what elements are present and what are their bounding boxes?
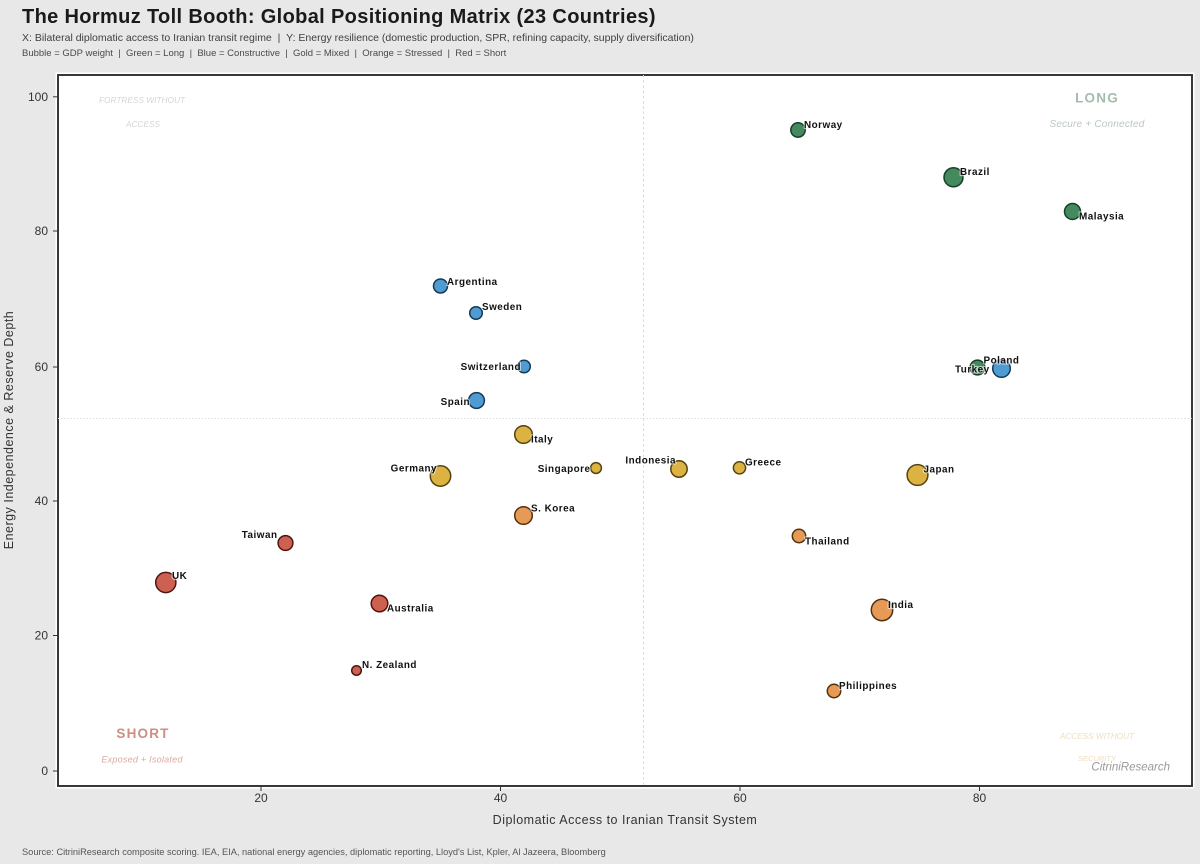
svg-text:60: 60: [35, 360, 49, 374]
svg-text:Secure + Connected: Secure + Connected: [1049, 119, 1144, 130]
svg-text:20: 20: [254, 791, 268, 805]
svg-text:LONG: LONG: [1075, 91, 1119, 106]
svg-text:ACCESS WITHOUT: ACCESS WITHOUT: [1059, 732, 1135, 741]
svg-text:Source: CitriniResearch compos: Source: CitriniResearch composite scorin…: [22, 847, 606, 857]
svg-text:Brazil: Brazil: [960, 167, 990, 178]
svg-text:Italy: Italy: [531, 435, 553, 446]
svg-text:Bubble = GDP weight | Green: Bubble = GDP weight | Green = Long | Blu…: [22, 48, 507, 59]
svg-text:Singapore: Singapore: [538, 464, 591, 475]
svg-text:CitriniResearch: CitriniResearch: [1091, 762, 1170, 774]
svg-text:20: 20: [35, 629, 49, 643]
svg-text:Malaysia: Malaysia: [1079, 212, 1124, 223]
svg-text:UK: UK: [172, 571, 188, 582]
svg-text:Argentina: Argentina: [447, 277, 498, 288]
svg-text:Greece: Greece: [745, 458, 782, 469]
svg-text:SECURITY: SECURITY: [1078, 754, 1117, 763]
svg-text:Diplomatic Access to Iranian T: Diplomatic Access to Iranian Transit Sys…: [493, 813, 758, 827]
svg-text:80: 80: [35, 224, 49, 238]
svg-text:100: 100: [28, 90, 48, 104]
svg-text:Germany: Germany: [391, 464, 437, 475]
svg-text:0: 0: [41, 764, 48, 778]
svg-text:Turkey: Turkey: [955, 365, 990, 376]
svg-text:Sweden: Sweden: [482, 302, 522, 313]
svg-text:Norway: Norway: [804, 120, 843, 131]
svg-text:FORTRESS WITHOUT: FORTRESS WITHOUT: [99, 95, 186, 105]
svg-text:40: 40: [494, 791, 508, 805]
svg-text:Philippines: Philippines: [839, 681, 897, 692]
svg-text:X: Bilateral diplomatic access: X: Bilateral diplomatic access to Irania…: [22, 32, 694, 44]
svg-text:Japan: Japan: [924, 465, 955, 476]
svg-text:N. Zealand: N. Zealand: [362, 660, 417, 671]
svg-text:ACCESS: ACCESS: [125, 119, 161, 129]
svg-text:SHORT: SHORT: [116, 726, 169, 741]
svg-text:The Hormuz Toll Booth: Global: The Hormuz Toll Booth: Global Positionin…: [22, 6, 656, 28]
svg-text:S. Korea: S. Korea: [531, 504, 575, 515]
svg-text:Australia: Australia: [387, 604, 434, 615]
svg-text:Indonesia: Indonesia: [625, 456, 676, 467]
svg-text:80: 80: [973, 791, 987, 805]
svg-text:Thailand: Thailand: [805, 537, 850, 548]
svg-text:40: 40: [35, 494, 49, 508]
svg-text:Energy Independence & Reserve: Energy Independence & Reserve Depth: [2, 311, 16, 549]
svg-text:Switzerland: Switzerland: [461, 362, 521, 373]
svg-text:Exposed + Isolated: Exposed + Isolated: [101, 755, 183, 765]
svg-text:India: India: [888, 600, 914, 611]
svg-text:Poland: Poland: [984, 356, 1020, 367]
svg-text:Taiwan: Taiwan: [242, 530, 278, 541]
svg-text:Spain: Spain: [441, 397, 470, 408]
svg-text:60: 60: [733, 791, 747, 805]
